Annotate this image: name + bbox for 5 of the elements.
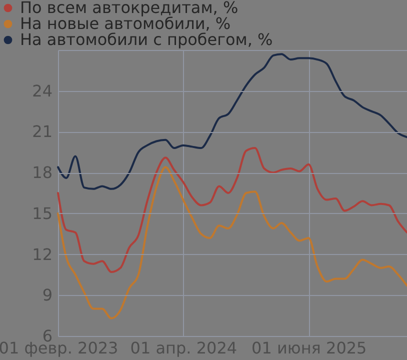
line-series (57, 53, 407, 190)
legend-label: По всем автокредитам, % (20, 0, 238, 17)
line-series (57, 166, 407, 320)
legend-label: На автомобили с пробегом, % (20, 30, 273, 49)
line-series (57, 147, 407, 273)
